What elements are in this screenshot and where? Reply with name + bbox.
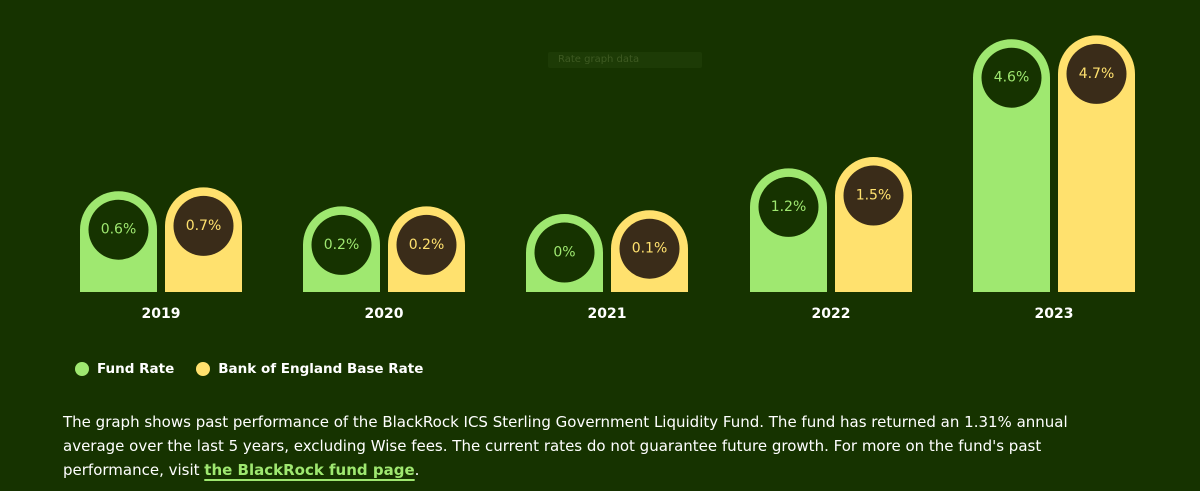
- chart-ghost-label: Rate graph data: [548, 52, 702, 68]
- boe-value-label-2021: 0.1%: [632, 241, 668, 257]
- boe-value-label-2020: 0.2%: [409, 237, 445, 253]
- boe-bar-disc-2020: [396, 214, 457, 275]
- boe-bar-disc-2022: [843, 165, 904, 226]
- caption-end: .: [414, 461, 420, 479]
- year-label-2020: 2020: [365, 306, 404, 322]
- legend-boe-label: Bank of England Base Rate: [218, 361, 424, 377]
- fund-bar-disc-2019: [88, 199, 149, 260]
- fund-bar-disc-2022: [758, 176, 819, 237]
- legend-item-boe: Bank of England Base Rate: [196, 361, 423, 377]
- fund-bar-disc-2021: [534, 222, 595, 283]
- fund-value-label-2019: 0.6%: [101, 222, 137, 238]
- bar-group-2023: 4.6% 4.7% 2023: [973, 35, 1135, 322]
- boe-value-label-2019: 0.7%: [186, 218, 222, 234]
- fund-value-label-2021: 0%: [553, 245, 575, 261]
- fund-bar-disc-2020: [311, 214, 372, 275]
- bar-group-2019: 0.6% 0.7% 2019: [80, 187, 242, 322]
- blackrock-fund-link[interactable]: the BlackRock fund page: [204, 461, 415, 479]
- boe-value-label-2023: 4.7%: [1079, 66, 1115, 82]
- year-label-2022: 2022: [812, 306, 851, 322]
- fund-value-label-2023: 4.6%: [994, 70, 1030, 86]
- chart-legend: Fund Rate Bank of England Base Rate: [75, 361, 423, 377]
- year-label-2021: 2021: [588, 306, 627, 322]
- legend-item-fund: Fund Rate: [75, 361, 174, 377]
- caption-text: The graph shows past performance of the …: [63, 413, 1068, 479]
- ghost-label-text: Rate graph data: [558, 54, 640, 65]
- legend-fund-label: Fund Rate: [97, 361, 175, 377]
- fund-dot-icon: [75, 362, 89, 376]
- bar-group-2020: 0.2% 0.2% 2020: [303, 206, 465, 322]
- boe-dot-icon: [196, 362, 211, 376]
- boe-bar-disc-2021: [619, 218, 680, 279]
- boe-value-label-2022: 1.5%: [856, 188, 892, 204]
- bar-group-2022: 1.2% 1.5% 2022: [750, 156, 912, 322]
- boe-bar-disc-2023: [1066, 43, 1127, 104]
- fund-bar-disc-2023: [981, 47, 1042, 108]
- year-label-2019: 2019: [142, 306, 181, 322]
- fund-value-label-2020: 0.2%: [324, 237, 360, 253]
- fund-bar-2023: [973, 39, 1050, 293]
- year-label-2023: 2023: [1035, 306, 1074, 322]
- boe-bar-disc-2019: [173, 195, 234, 256]
- chart-caption: The graph shows past performance of the …: [63, 410, 1123, 482]
- boe-bar-2023: [1058, 35, 1135, 293]
- fund-value-label-2022: 1.2%: [771, 199, 807, 215]
- bar-group-2021: 0% 0.1% 2021: [526, 210, 688, 322]
